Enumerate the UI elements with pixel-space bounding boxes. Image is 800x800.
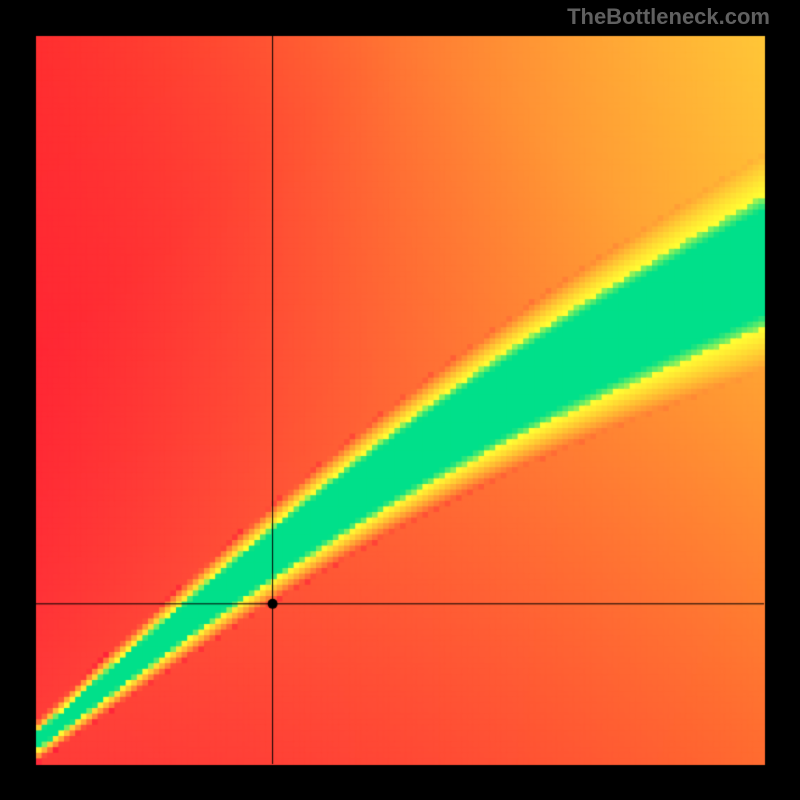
bottleneck-heatmap	[0, 0, 800, 800]
chart-container: TheBottleneck.com	[0, 0, 800, 800]
watermark-text: TheBottleneck.com	[567, 4, 770, 30]
